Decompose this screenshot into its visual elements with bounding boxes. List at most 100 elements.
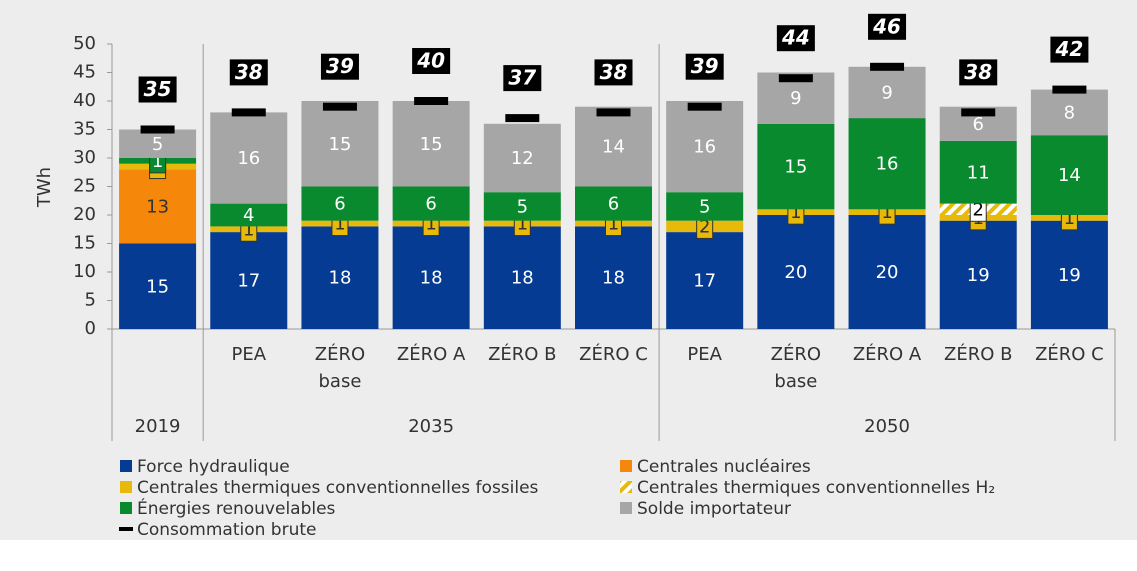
bar-segment	[483, 226, 561, 329]
data-label: 20	[784, 262, 807, 283]
data-label: 1	[152, 151, 163, 172]
y-axis-label: TWh	[34, 167, 55, 208]
consumption-label-box	[320, 53, 359, 80]
consumption-label-box	[594, 59, 633, 86]
bar-segment	[848, 215, 926, 329]
bar-segment	[301, 101, 379, 187]
consumption-marker	[1052, 85, 1087, 94]
data-label: 1	[608, 214, 619, 235]
consumption-marker	[140, 125, 175, 134]
data-label: 1	[334, 214, 345, 235]
data-label: 19	[967, 265, 990, 286]
data-label: 14	[602, 137, 625, 158]
legend-label: Force hydraulique	[137, 457, 290, 477]
bar-segment	[939, 220, 1017, 329]
data-label: 18	[511, 268, 534, 289]
consumption-marker	[870, 62, 905, 71]
legend-swatch	[120, 502, 132, 514]
consumption-label: 39	[326, 54, 354, 78]
data-label: 15	[146, 276, 169, 297]
y-tick-label: 30	[73, 147, 96, 168]
bar-segment	[575, 226, 652, 329]
bar-segment	[392, 226, 470, 329]
consumption-marker	[687, 102, 722, 111]
y-tick-label: 20	[73, 204, 96, 225]
bar-segment	[119, 169, 197, 244]
data-label: 6	[425, 194, 436, 215]
x-tick-label: ZÉRO A	[853, 343, 922, 365]
data-label: 1	[790, 202, 801, 223]
consumption-label-box	[959, 59, 998, 86]
x-tick-label: ZÉRO A	[397, 343, 466, 365]
x-tick-label: ZÉRO base	[315, 343, 365, 392]
y-tick-label: 50	[73, 33, 96, 54]
bar-segment	[757, 123, 835, 210]
group-label: 2050	[864, 416, 910, 437]
bar-segment	[1030, 135, 1108, 215]
bar-segment	[392, 186, 470, 221]
data-label: 17	[237, 271, 260, 292]
x-tick-label: PEA	[687, 344, 722, 365]
legend-label: Solde importateur	[637, 499, 791, 519]
data-label: 11	[967, 162, 990, 183]
data-label: 2	[973, 199, 984, 220]
legend-swatch	[620, 481, 632, 493]
y-tick-label: 5	[85, 290, 96, 311]
y-tick-label: 45	[73, 62, 96, 83]
consumption-marker	[505, 114, 540, 123]
bar-segment	[1030, 220, 1108, 329]
consumption-label-box	[685, 53, 724, 80]
bar-segment	[210, 203, 288, 227]
data-label: 9	[790, 88, 801, 109]
data-label: 8	[1064, 102, 1075, 123]
consumption-label: 35	[144, 77, 172, 101]
data-label: 15	[784, 157, 807, 178]
legend-label: Consommation brute	[137, 520, 317, 540]
consumption-label-box	[868, 13, 907, 40]
consumption-marker	[596, 108, 631, 117]
consumption-label-box	[138, 76, 177, 103]
data-label: 18	[329, 268, 352, 289]
y-tick-label: 40	[73, 90, 96, 111]
data-label: 13	[146, 196, 169, 217]
consumption-marker	[961, 108, 996, 117]
bar-segment	[1030, 89, 1108, 136]
group-label: 2019	[135, 416, 181, 437]
legend-label: Énergies renouvelables	[137, 497, 336, 519]
x-tick-label: ZÉRO base	[771, 343, 821, 392]
consumption-marker	[231, 108, 266, 117]
bar-segment	[848, 118, 926, 210]
bar-segment	[301, 186, 379, 221]
data-label: 1	[517, 214, 528, 235]
y-tick-label: 15	[73, 233, 96, 254]
consumption-label-box	[229, 59, 268, 86]
consumption-marker	[322, 102, 357, 111]
data-label: 17	[693, 271, 716, 292]
consumption-label: 37	[508, 66, 536, 90]
bar-segment	[939, 140, 1017, 204]
data-label: 20	[876, 262, 899, 283]
bar-segment	[301, 226, 379, 329]
legend-label: Centrales nucléaires	[637, 457, 811, 477]
bar-segment	[666, 232, 744, 329]
legend-swatch	[120, 481, 132, 493]
bar-segment	[119, 243, 197, 329]
legend-label: Centrales thermiques conventionnelles fo…	[137, 478, 539, 498]
legend-swatch	[120, 460, 132, 472]
background-bottom	[0, 540, 1137, 571]
consumption-label: 40	[416, 49, 445, 73]
bar-segment	[210, 232, 288, 329]
legend-label: Centrales thermiques conventionnelles H₂	[637, 478, 995, 498]
group-label: 2035	[408, 416, 454, 437]
x-tick-label: ZÉRO C	[579, 343, 648, 365]
bar-segment	[757, 215, 835, 329]
consumption-marker	[414, 97, 449, 105]
data-label: 1	[1064, 208, 1075, 229]
data-label: 1	[425, 214, 436, 235]
consumption-label-box	[503, 65, 542, 92]
legend-swatch	[119, 527, 133, 531]
data-label: 6	[608, 194, 619, 215]
consumption-marker	[778, 74, 813, 83]
data-label: 16	[237, 148, 260, 169]
data-label: 4	[243, 205, 254, 226]
